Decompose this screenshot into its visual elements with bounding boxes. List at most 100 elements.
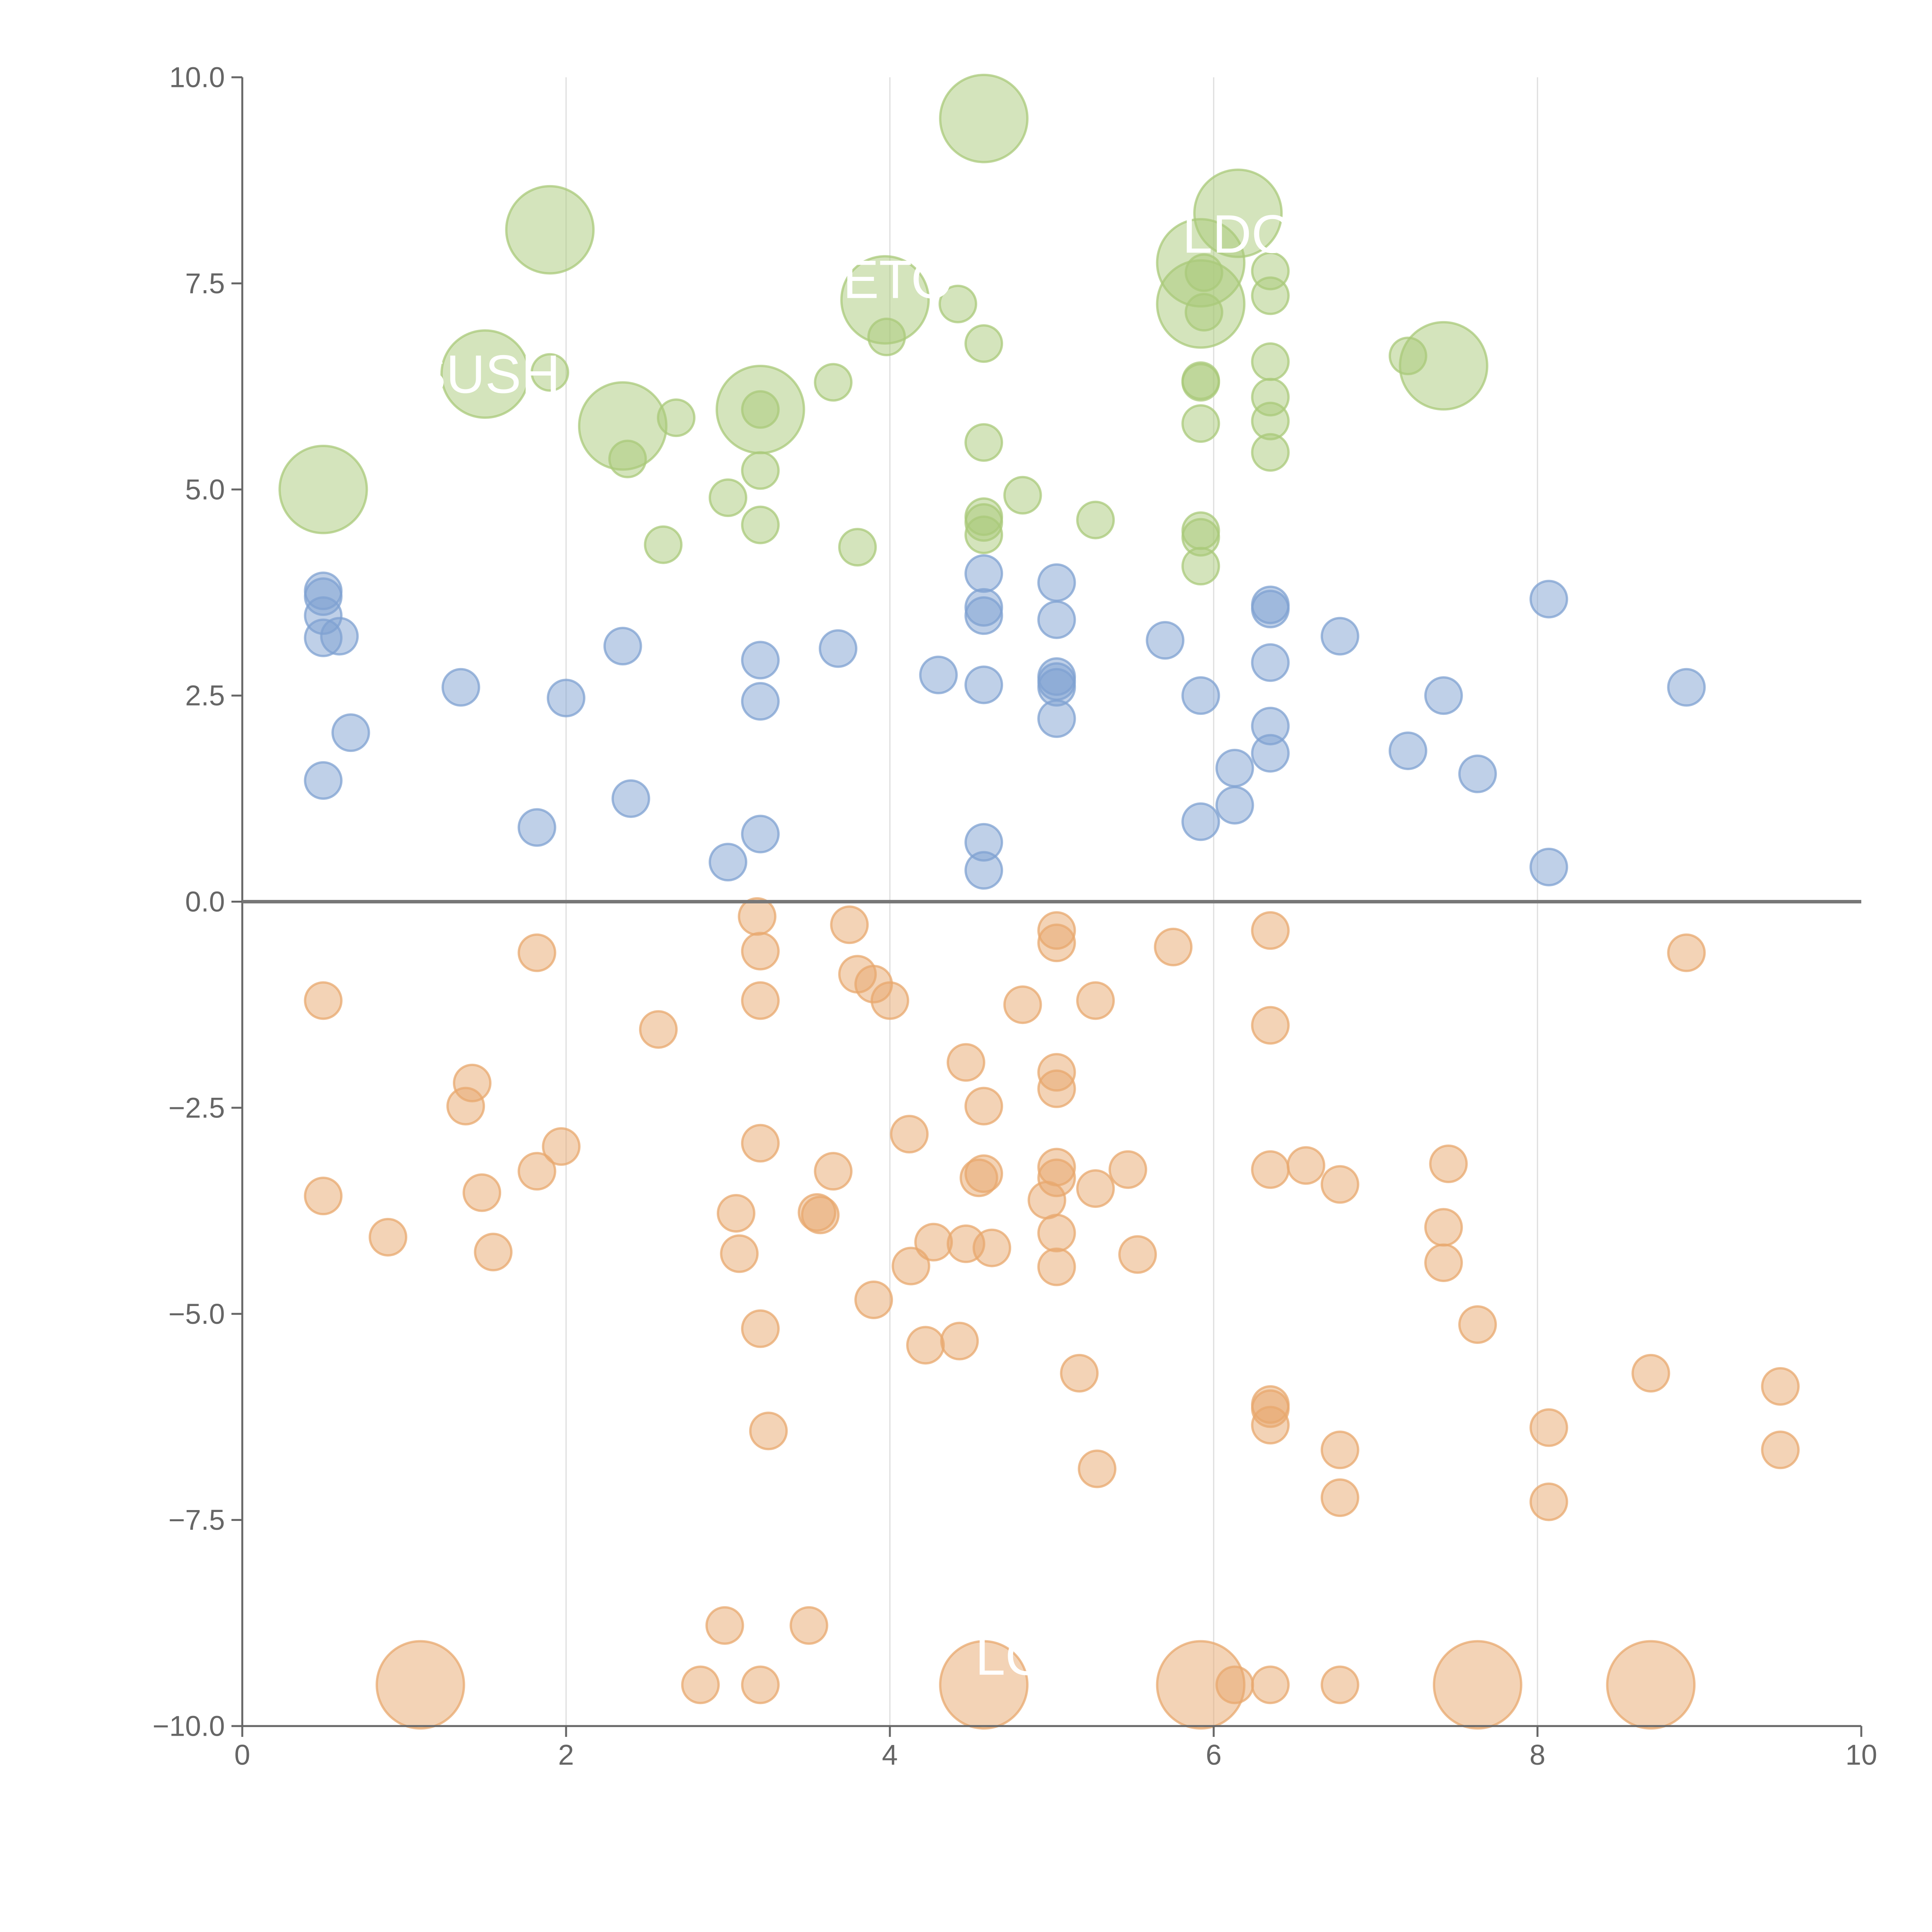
bubble-point[interactable] [1251,1665,1290,1704]
bubble-point[interactable] [304,1177,343,1216]
bubble-point[interactable] [1251,276,1290,315]
bubble-point[interactable] [738,897,777,936]
bubble-point[interactable] [1320,1665,1359,1704]
bubble-point[interactable] [972,1228,1011,1267]
bubble-point[interactable] [789,1606,828,1645]
bubble-point[interactable] [1184,293,1223,332]
bubble-point[interactable] [709,478,747,517]
bubble-point[interactable] [1037,1069,1076,1108]
bubble-point[interactable] [542,1127,581,1166]
bubble-point[interactable] [741,682,780,721]
bubble-point[interactable] [741,390,780,429]
bubble-point[interactable] [716,1194,755,1233]
bubble-point[interactable] [1388,337,1427,376]
bubble-point[interactable] [964,665,1003,704]
bubble-point[interactable] [1037,1214,1076,1253]
bubble-point[interactable] [720,1234,759,1273]
bubble-point[interactable] [304,618,343,657]
bubble-point[interactable] [517,1152,556,1191]
bubble-point[interactable] [1181,547,1220,586]
bubble-point[interactable] [1215,748,1254,787]
bubble-point[interactable] [1154,927,1193,966]
bubble-point[interactable] [1251,433,1290,472]
bubble-point[interactable] [939,73,1029,163]
bubble-point[interactable] [611,779,650,818]
bubble-point[interactable] [964,851,1003,890]
bubble-point[interactable] [1286,1146,1325,1185]
bubble-point[interactable] [441,668,480,707]
bubble-point[interactable] [656,398,696,437]
bubble-point[interactable] [517,808,556,847]
bubble-point[interactable] [940,1321,979,1361]
bubble-point[interactable] [705,1606,744,1645]
bubble-point[interactable] [1215,786,1254,825]
bubble-point[interactable] [474,1233,513,1272]
bubble-point[interactable] [278,444,368,534]
bubble-point[interactable] [891,1247,930,1286]
bubble-point[interactable] [1424,1208,1463,1247]
bubble-point[interactable] [854,1280,893,1319]
bubble-point[interactable] [1320,1478,1359,1517]
bubble-point[interactable] [1027,1180,1066,1219]
bubble-point[interactable] [1320,1165,1359,1204]
bubble-point[interactable] [1458,1305,1497,1344]
bubble-point[interactable] [1037,699,1076,738]
bubble-point[interactable] [1037,923,1076,963]
bubble-point[interactable] [1181,404,1220,443]
bubble-point[interactable] [1529,1482,1568,1521]
bubble-point[interactable] [1606,1640,1696,1730]
bubble-point[interactable] [741,981,780,1020]
bubble-point[interactable] [1458,754,1497,793]
bubble-point[interactable] [1529,1408,1568,1447]
bubble-point[interactable] [906,1326,945,1365]
bubble-point[interactable] [871,981,909,1020]
bubble-point[interactable] [830,905,869,944]
bubble-point[interactable] [1429,1144,1468,1183]
bubble-point[interactable] [1251,911,1290,950]
bubble-point[interactable] [741,451,780,490]
bubble-point[interactable] [741,1124,780,1163]
bubble-point[interactable] [838,528,877,567]
bubble-point[interactable] [741,505,780,544]
bubble-point[interactable] [814,363,853,402]
bubble-point[interactable] [517,933,556,972]
bubble-point[interactable] [814,1152,853,1191]
bubble-point[interactable] [1667,933,1706,972]
bubble-point[interactable] [964,324,1003,363]
bubble-point[interactable] [1181,363,1220,402]
bubble-point[interactable] [1076,981,1115,1020]
bubble-point[interactable] [1060,1354,1099,1393]
bubble-point[interactable] [1631,1354,1670,1393]
bubble-point[interactable] [331,713,370,752]
bubble-point[interactable] [801,1196,840,1235]
bubble-point[interactable] [1424,1243,1463,1282]
bubble-point[interactable] [1320,617,1359,656]
bubble-point[interactable] [818,629,857,668]
bubble-point[interactable] [1037,600,1076,639]
bubble-point[interactable] [741,815,780,854]
bubble-point[interactable] [1761,1367,1800,1406]
bubble-point[interactable] [1037,1247,1076,1286]
bubble-point[interactable] [376,1640,465,1730]
bubble-point[interactable] [1184,253,1223,292]
bubble-point[interactable] [964,423,1003,462]
bubble-point[interactable] [1433,1640,1522,1730]
bubble-point[interactable] [304,981,343,1020]
bubble-point[interactable] [1251,590,1290,629]
bubble-point[interactable] [964,554,1003,593]
bubble-point[interactable] [1251,1406,1290,1445]
bubble-point[interactable] [1003,476,1042,515]
bubble-point[interactable] [890,1115,929,1154]
bubble-point[interactable] [1078,1449,1117,1488]
bubble-point[interactable] [463,1173,502,1212]
bubble-point[interactable] [603,627,642,666]
bubble-point[interactable] [1037,563,1076,602]
bubble-point[interactable] [1251,1006,1290,1045]
bubble-point[interactable] [304,761,343,800]
bubble-point[interactable] [1181,802,1220,841]
bubble-point[interactable] [939,1640,1029,1730]
bubble-point[interactable] [1215,1665,1254,1704]
bubble-point[interactable] [1388,731,1427,770]
bubble-point[interactable] [946,1043,985,1082]
bubble-point[interactable] [681,1665,720,1704]
